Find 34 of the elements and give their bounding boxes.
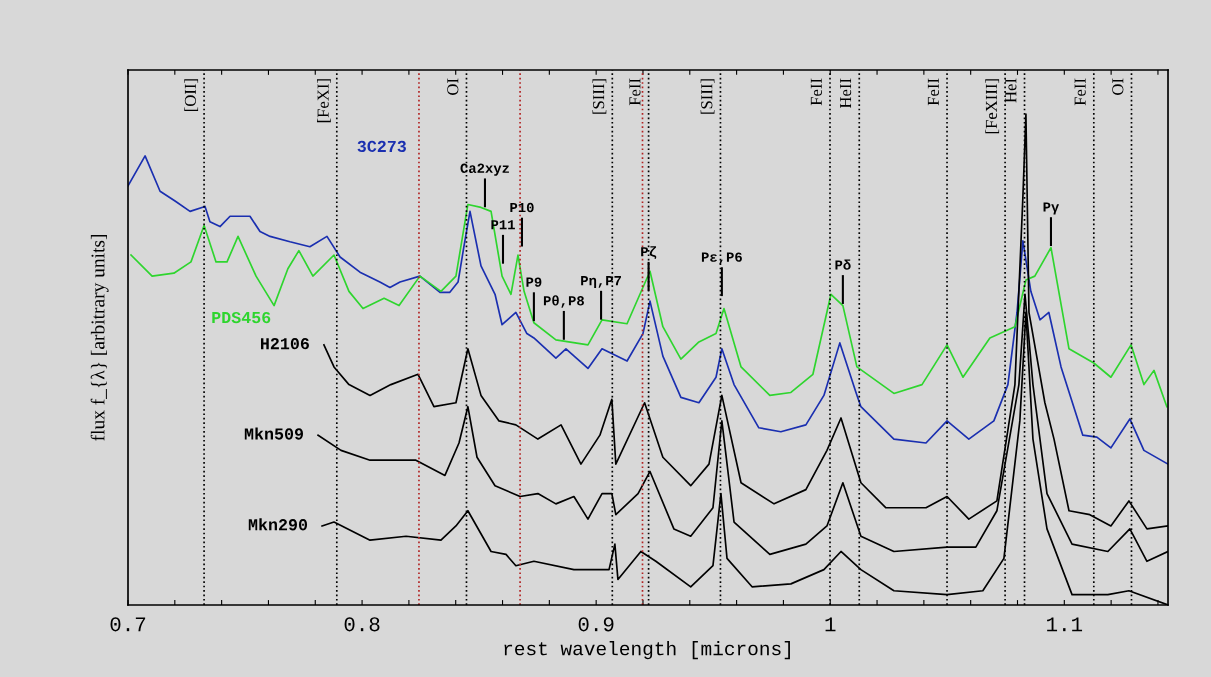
ref-line-label: FeII xyxy=(927,78,939,106)
x-tick-label: 1.1 xyxy=(1047,617,1083,632)
ref-line-label: [OII] xyxy=(184,79,199,112)
series-label: Mkn509 xyxy=(244,427,304,440)
x-tick-label: 0.9 xyxy=(578,617,614,632)
text: 3C273 xyxy=(357,140,406,153)
ref-line-label: FeII xyxy=(629,78,641,106)
annotation: Pη,P7 xyxy=(581,276,621,289)
x-tick-label: 1 xyxy=(825,617,836,632)
annotation: P10 xyxy=(510,202,534,213)
y-axis-title: flux f_{λ} [arbitrary units] xyxy=(90,234,109,441)
ref-line-label: [SIII] xyxy=(592,79,607,114)
annotation: Pθ,P8 xyxy=(543,295,584,308)
annotation: Pγ xyxy=(1043,202,1060,215)
x-tick-label: 0.7 xyxy=(110,617,146,632)
annotation: Pε,P6 xyxy=(701,252,742,265)
ref-line-label: [FeXIII] xyxy=(985,79,1000,134)
series-label: PDS456 xyxy=(212,311,271,324)
annotation: Pζ xyxy=(641,246,657,259)
series-label: Mkn290 xyxy=(248,518,308,531)
x-tick-label: 0.8 xyxy=(344,617,380,632)
ref-line-label: FeII xyxy=(1074,78,1086,106)
series-label: H2106 xyxy=(260,338,309,350)
x-axis-title: rest wavelength [microns] xyxy=(504,641,790,660)
ref-line-label: [FeXI] xyxy=(317,79,331,123)
ref-line-label: HeI xyxy=(1005,78,1017,103)
annotation: Ca2xyz xyxy=(460,163,509,176)
annotation: Pδ xyxy=(835,259,851,270)
ref-line-label: HeII xyxy=(840,78,852,109)
ref-line-label: [SIII] xyxy=(700,79,715,114)
annotation: P9 xyxy=(526,277,542,287)
ref-line-label: OI xyxy=(447,78,459,95)
ref-line-label: FeII xyxy=(810,78,822,106)
ref-line-label: OI xyxy=(1112,78,1124,95)
